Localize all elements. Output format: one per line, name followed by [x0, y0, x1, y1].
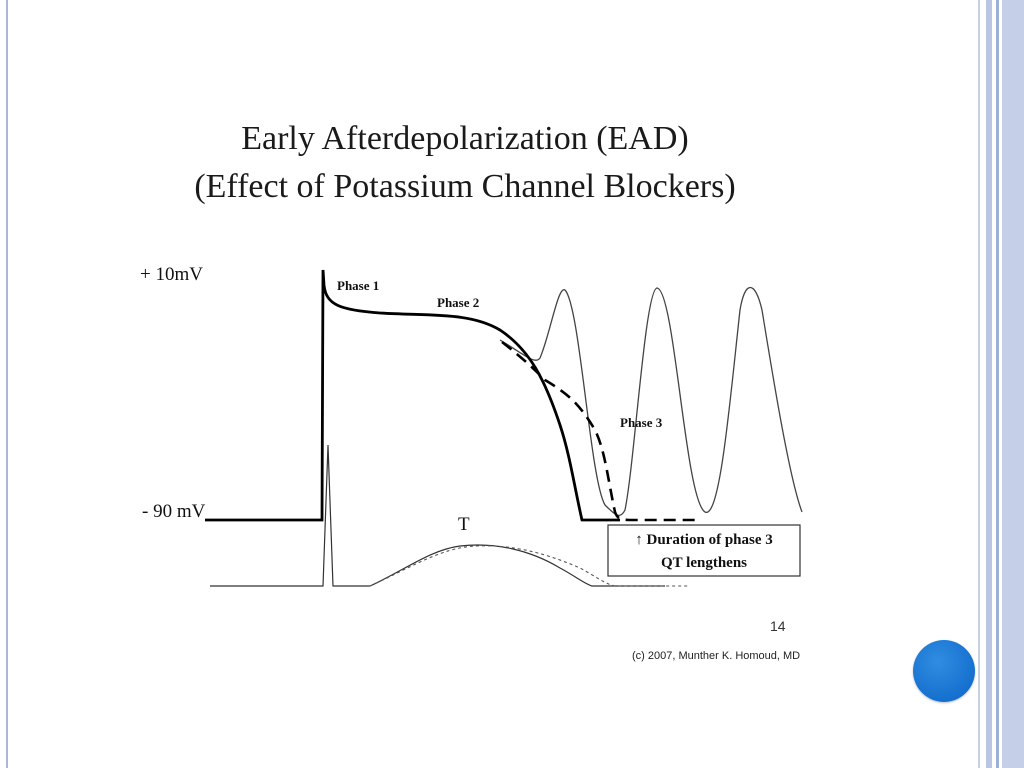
- action-potential-trace: [205, 269, 620, 522]
- title-line-1: Early Afterdepolarization (EAD): [241, 120, 689, 157]
- left-frame-line: [6, 0, 8, 768]
- ecg-prolonged-dashed: [369, 545, 690, 587]
- prolonged-repolarization-dashed: [501, 340, 695, 522]
- ecg-trace: [210, 444, 665, 587]
- title-line-2: (Effect of Potassium Channel Blockers): [194, 168, 736, 205]
- slide-title: Early Afterdepolarization (EAD) (Effect …: [0, 115, 930, 211]
- qt-annotation-box: [607, 524, 801, 577]
- top-voltage-label: + 10mV: [140, 264, 203, 285]
- phase-1-label: Phase 1: [337, 278, 379, 293]
- t-wave-label: T: [458, 514, 470, 535]
- qt-annotation-line-2: QT lengthens: [661, 555, 747, 571]
- qt-annotation-line-1: ↑ Duration of phase 3: [635, 532, 773, 548]
- phase-3-label: Phase 3: [620, 415, 663, 430]
- slide-nav-button[interactable]: [913, 640, 975, 702]
- page-number: 14: [770, 618, 786, 634]
- action-potential-diagram: + 10mV - 90 mV Phase 1 Phase 2 Phase 3 T…: [140, 264, 803, 587]
- right-frame-stripes: [978, 0, 1024, 768]
- phase-2-label: Phase 2: [437, 295, 479, 310]
- bottom-voltage-label: - 90 mV: [142, 501, 206, 522]
- ead-oscillation-curve: [499, 287, 803, 517]
- copyright-notice: (c) 2007, Munther K. Homoud, MD: [632, 650, 801, 662]
